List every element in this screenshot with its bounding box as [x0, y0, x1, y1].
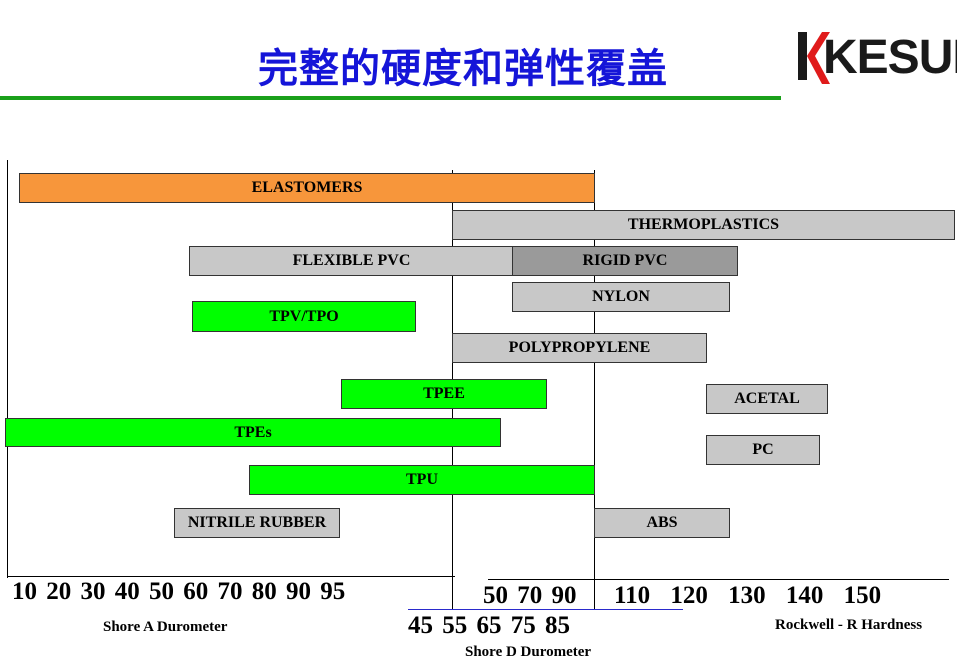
bar-tpee: TPEE [341, 379, 547, 409]
bar-acetal: ACETAL [706, 384, 828, 414]
bar-tpu: TPU [249, 465, 595, 495]
bar-rigid-pvc: RIGID PVC [512, 246, 738, 276]
bar-tpv-tpo: TPV/TPO [192, 301, 416, 332]
rockwell-start-line [594, 170, 595, 610]
shore-d-upper-ticks: 50 70 90 [483, 582, 577, 609]
shore-a-label: Shore A Durometer [103, 619, 228, 635]
bar-nylon: NYLON [512, 282, 730, 312]
shore-a-axis [7, 576, 455, 577]
rockwell-ticks: 110 120 130 140 150 [614, 582, 882, 609]
shore-d-lower-ticks: 45 55 65 75 85 [408, 612, 570, 639]
bar-pc: PC [706, 435, 820, 465]
bar-polypropylene: POLYPROPYLENE [452, 333, 707, 363]
shore-a-ticks: 10 20 30 40 50 60 70 80 90 95 [12, 578, 346, 605]
bar-tpes: TPEs [5, 418, 501, 447]
logo-k-icon [798, 32, 830, 84]
header-rule [0, 96, 781, 100]
bar-abs: ABS [594, 508, 730, 538]
left-axis-line [7, 160, 8, 578]
kesun-logo: KESUN [796, 26, 957, 88]
rockwell-label: Rockwell - R Hardness [775, 617, 923, 633]
page-title: 完整的硬度和弹性覆盖 [258, 45, 668, 92]
rockwell-axis [488, 579, 949, 580]
bar-flexible-pvc: FLEXIBLE PVC [189, 246, 514, 276]
bar-nitrile-rubber: NITRILE RUBBER [174, 508, 340, 538]
bar-thermoplastics: THERMOPLASTICS [452, 210, 955, 240]
logo-text: KESUN [823, 31, 957, 84]
bar-elastomers: ELASTOMERS [19, 173, 595, 203]
shore-d-label: Shore D Durometer [465, 644, 592, 660]
shore-d-axis [408, 609, 683, 610]
